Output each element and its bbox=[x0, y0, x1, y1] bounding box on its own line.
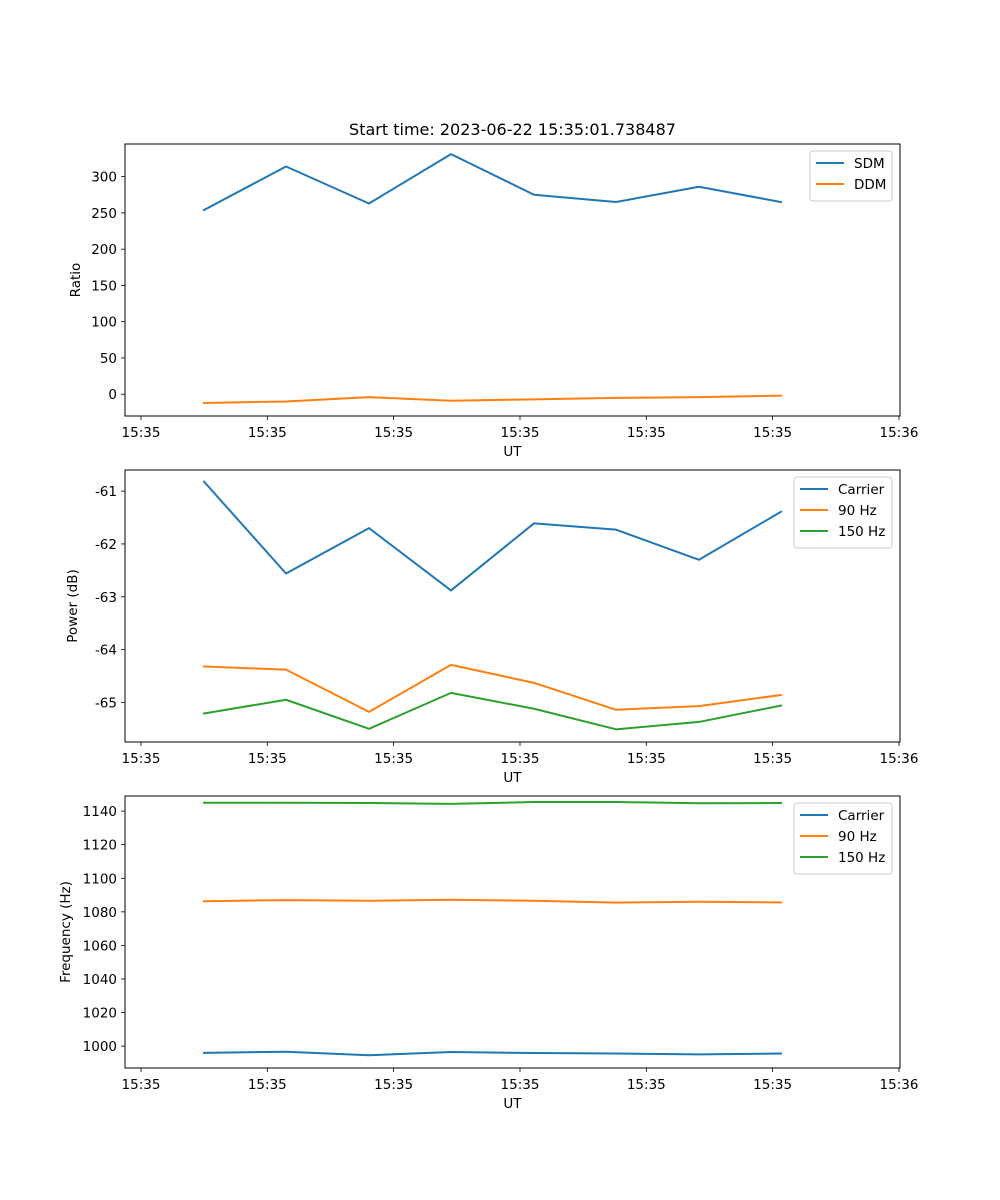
axes-frame bbox=[124, 795, 901, 1069]
y-tick-label: -61 bbox=[95, 484, 117, 500]
series-line-150-hz bbox=[203, 801, 783, 805]
legend-label: 90 Hz bbox=[838, 503, 877, 519]
y-tick-label: -65 bbox=[95, 695, 117, 711]
y-tick-label: 1080 bbox=[83, 905, 117, 921]
axes-frame bbox=[124, 469, 901, 743]
y-tick-label: 100 bbox=[91, 315, 117, 331]
y-tick-label: 1120 bbox=[83, 838, 117, 854]
legend: Carrier 90 Hz 150 Hz bbox=[793, 476, 893, 549]
legend-label: 150 Hz bbox=[838, 524, 885, 540]
x-axis-label: UT bbox=[503, 770, 522, 786]
y-tick-label: 250 bbox=[91, 206, 117, 222]
series-line-ddm bbox=[202, 394, 783, 404]
series-line-carrier bbox=[202, 480, 783, 592]
y-tick-label: 0 bbox=[108, 387, 117, 403]
chart-title: Start time: 2023-06-22 15:35:01.738487 bbox=[349, 120, 676, 139]
x-axis-label: UT bbox=[503, 1096, 522, 1112]
y-tick-label: 1020 bbox=[83, 1006, 117, 1022]
legend-label: Carrier bbox=[838, 482, 885, 498]
series-line-90-hz bbox=[202, 898, 783, 904]
legend-label: 90 Hz bbox=[838, 829, 877, 845]
y-tick-label: -63 bbox=[95, 590, 117, 606]
chart-panel-1: Start time: 2023-06-22 15:35:01.738487 15… bbox=[68, 120, 918, 460]
y-tick-label: 1060 bbox=[83, 938, 117, 954]
legend-label: DDM bbox=[854, 177, 886, 193]
series-line-90-hz bbox=[202, 663, 783, 713]
chart-panel-2: 15:35 15:35 15:35 15:35 15:35 15:35 15:36 UT -65… bbox=[65, 469, 919, 786]
x-tick-label: 15:35 bbox=[627, 1077, 666, 1093]
legend: Carrier 90 Hz 150 Hz bbox=[793, 802, 893, 875]
x-tick-label: 15:35 bbox=[122, 751, 161, 767]
series-line-sdm bbox=[202, 153, 783, 212]
x-tick-label: 15:35 bbox=[753, 1077, 792, 1093]
legend-label: 150 Hz bbox=[838, 850, 885, 866]
x-tick-label: 15:35 bbox=[753, 425, 792, 441]
y-tick-label: 200 bbox=[91, 242, 117, 258]
y-axis-label: Power (dB) bbox=[65, 569, 81, 642]
x-tick-label: 15:36 bbox=[880, 751, 919, 767]
y-tick-label: 1000 bbox=[83, 1039, 117, 1055]
x-tick-label: 15:35 bbox=[248, 1077, 287, 1093]
legend-label: Carrier bbox=[838, 808, 885, 824]
x-tick-label: 15:35 bbox=[374, 751, 413, 767]
series-line-carrier bbox=[202, 1050, 783, 1057]
x-tick-label: 15:35 bbox=[248, 751, 287, 767]
x-tick-label: 15:35 bbox=[374, 425, 413, 441]
x-tick-label: 15:35 bbox=[627, 751, 666, 767]
chart-panel-3: 15:35 15:35 15:35 15:35 15:35 15:35 15:36 UT 100… bbox=[58, 795, 919, 1112]
x-tick-label: 15:35 bbox=[501, 425, 540, 441]
x-tick-label: 15:36 bbox=[880, 1077, 919, 1093]
x-tick-label: 15:35 bbox=[248, 425, 287, 441]
y-tick-label: 300 bbox=[91, 170, 117, 186]
y-axis-label: Ratio bbox=[68, 263, 84, 298]
y-tick-label: 150 bbox=[91, 278, 117, 294]
axes-frame bbox=[124, 143, 901, 417]
y-tick-label: 50 bbox=[100, 351, 117, 367]
y-tick-label: -64 bbox=[95, 643, 117, 659]
series-line-150-hz bbox=[202, 691, 783, 731]
x-tick-label: 15:35 bbox=[501, 751, 540, 767]
x-tick-label: 15:35 bbox=[627, 425, 666, 441]
x-tick-label: 15:35 bbox=[501, 1077, 540, 1093]
y-tick-label: 1100 bbox=[83, 871, 117, 887]
legend-label: SDM bbox=[854, 156, 885, 172]
y-axis-label: Frequency (Hz) bbox=[58, 881, 74, 983]
x-tick-label: 15:35 bbox=[122, 1077, 161, 1093]
legend: SDM DDM bbox=[809, 150, 893, 202]
x-tick-label: 15:35 bbox=[753, 751, 792, 767]
y-tick-label: 1040 bbox=[83, 972, 117, 988]
x-tick-label: 15:35 bbox=[122, 425, 161, 441]
y-tick-label: -62 bbox=[95, 537, 117, 553]
x-tick-label: 15:36 bbox=[880, 425, 919, 441]
y-tick-label: 1140 bbox=[83, 804, 117, 820]
x-axis-label: UT bbox=[503, 444, 522, 460]
x-tick-label: 15:35 bbox=[374, 1077, 413, 1093]
